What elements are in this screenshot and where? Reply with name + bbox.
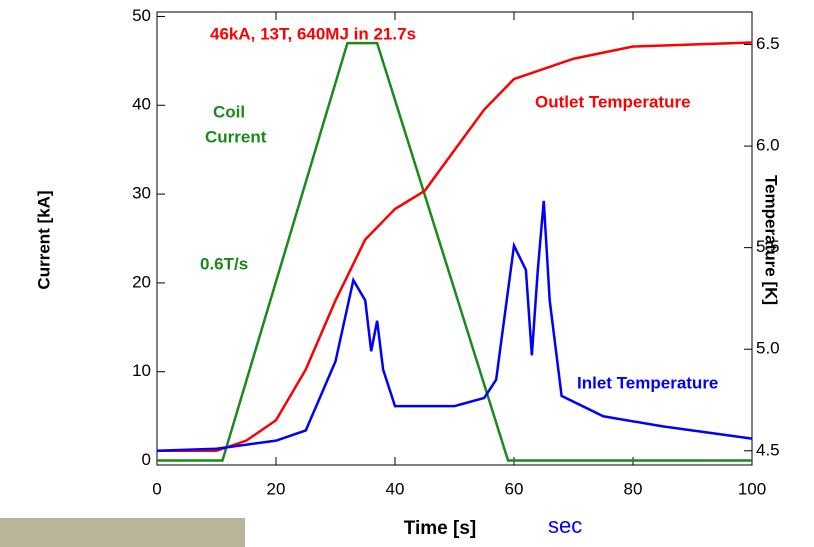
y-tick-label: 40 (132, 95, 151, 114)
y2-axis-title: Temperature [K] (762, 175, 781, 305)
y-tick-label: 10 (132, 361, 151, 380)
y2-tick-label: 5.5 (756, 237, 780, 256)
chart-title: 46kA, 13T, 640MJ in 21.7s (210, 24, 416, 43)
annotation: Coil (213, 102, 245, 121)
x-tick-label: 20 (267, 479, 286, 498)
series-label: Outlet Temperature (535, 92, 691, 111)
y2-tick-label: 5.0 (756, 339, 780, 358)
y-tick-label: 50 (132, 6, 151, 25)
data-line (157, 41, 752, 462)
plot-frame (156, 11, 753, 466)
x-tick-label: 60 (505, 479, 524, 498)
annotation: 0.6T/s (200, 254, 248, 273)
y-tick-label: 0 (142, 450, 151, 469)
y2-tick-label: 6.0 (756, 136, 780, 155)
y-axis-title: Current [kA] (34, 190, 53, 289)
y2-tick-label: 6.5 (756, 34, 780, 53)
data-line (157, 41, 753, 453)
x-axis-title: Time [s] (404, 518, 477, 539)
x-axis-note: sec (548, 513, 582, 538)
data-line (156, 200, 753, 453)
x-tick-label: 40 (386, 479, 405, 498)
annotation: Current (205, 127, 267, 146)
x-tick-label: 0 (152, 479, 161, 498)
y-tick-label: 20 (132, 272, 151, 291)
y-tick-label: 30 (132, 184, 151, 203)
x-tick-label: 80 (624, 479, 643, 498)
series-label: Inlet Temperature (577, 373, 718, 392)
x-tick-label: 100 (738, 479, 766, 498)
y2-tick-label: 4.5 (756, 440, 780, 459)
photo-strip (0, 518, 245, 547)
